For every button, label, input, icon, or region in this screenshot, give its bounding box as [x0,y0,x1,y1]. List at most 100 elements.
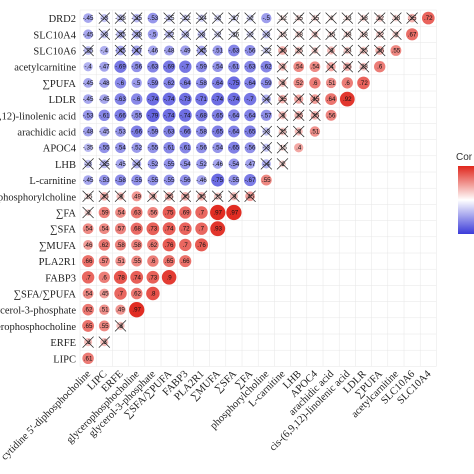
correlation-circle [179,60,192,73]
correlation-circle [195,222,208,235]
row-label: L-carnitine [29,176,76,187]
correlation-circle [179,206,192,219]
correlation-value: .97 [213,210,222,217]
correlation-value: -.5 [263,15,271,22]
correlation-circle [357,76,370,90]
correlation-value: -.7 [182,64,190,71]
correlation-circle [226,204,242,221]
correlation-value: .69 [181,210,190,217]
correlation-circle [244,109,256,122]
correlation-circle [114,77,127,89]
correlation-value: -.46 [196,177,207,184]
correlation-value: -.55 [131,112,142,119]
correlation-value: -.5 [149,31,157,38]
correlation-circle [212,61,224,73]
correlation-circle [339,91,355,107]
correlation-circle [115,126,126,137]
correlation-circle [179,158,191,170]
correlation-circle [83,126,94,137]
correlation-circle [244,77,256,89]
correlation-value: -.79 [148,112,159,119]
correlation-circle [147,174,159,186]
correlation-value: .6 [312,80,318,87]
correlation-value: .72 [359,80,368,87]
correlation-value: .59 [100,210,109,217]
correlation-value: -.74 [164,112,175,119]
correlation-circle [115,304,126,315]
correlation-circle [147,158,159,170]
row-label: arachidic acid [17,128,76,139]
nonsignificant-cross [325,12,337,24]
correlation-circle [244,45,256,56]
row-label: LDLR [49,95,76,106]
nonsignificant-cross [309,93,321,105]
nonsignificant-cross [130,44,143,57]
correlation-value: .54 [311,64,320,71]
correlation-value: -.55 [148,145,159,152]
correlation-circle [98,142,110,154]
correlation-value: -.64 [229,112,240,119]
correlation-circle [341,77,353,89]
correlation-circle [179,255,192,268]
correlation-value: -.56 [245,48,256,55]
correlation-circle [98,239,111,251]
correlation-circle [131,77,142,89]
correlation-circle [83,62,93,72]
nonsignificant-cross [309,44,321,57]
correlation-circle [210,204,226,221]
correlation-circle [146,270,160,284]
nonsignificant-cross [292,93,305,105]
correlation-value: -.53 [148,15,159,22]
correlation-circle [309,61,321,73]
nonsignificant-cross [228,12,240,24]
correlation-value: -.55 [148,177,159,184]
nonsignificant-cross [163,190,175,203]
correlation-circle [244,60,256,73]
nonsignificant-cross [130,12,143,24]
correlation-value: -.64 [212,80,223,87]
correlation-circle [293,77,304,89]
correlation-value: .7 [183,242,189,249]
correlation-circle [163,141,175,154]
row-label: glycerophosphocholine [0,322,76,333]
correlation-circle [147,12,159,24]
correlation-circle [114,174,127,186]
correlation-circle [163,125,175,138]
nonsignificant-cross [228,190,240,203]
nonsignificant-cross [195,44,208,57]
correlation-circle [131,109,143,121]
correlation-circle [98,109,111,122]
row-label: PLA2R1 [39,257,76,268]
correlation-circle [180,45,191,56]
correlation-circle [82,288,94,299]
nonsignificant-cross [114,190,127,203]
correlation-value: .57 [100,258,109,265]
correlation-value: -.65 [229,145,240,152]
correlation-value: .62 [84,307,93,314]
correlation-value: .9 [167,274,173,281]
nonsignificant-cross [309,12,321,24]
row-label: ∑PUFA [42,79,76,90]
correlation-value: .55 [132,258,141,265]
nonsignificant-cross [114,12,127,24]
correlation-value: -.48 [99,80,110,87]
correlation-value: -.54 [180,161,191,168]
correlation-value: -.73 [180,96,191,103]
correlation-circle [162,222,176,236]
correlation-value: -.49 [180,48,191,55]
correlation-circle [83,239,94,250]
correlation-value: -.52 [131,145,142,152]
correlation-circle [146,108,160,122]
nonsignificant-cross [114,28,127,41]
nonsignificant-cross [195,28,208,41]
correlation-circle [131,174,143,186]
correlation-circle [309,77,321,89]
legend-title: Cor [456,152,473,163]
correlation-value: .74 [165,226,174,233]
correlation-value: -.64 [245,112,256,119]
correlation-circle [130,206,143,219]
correlation-value: -.56 [245,145,256,152]
correlation-circle [294,143,304,153]
correlation-value: .55 [100,323,109,330]
